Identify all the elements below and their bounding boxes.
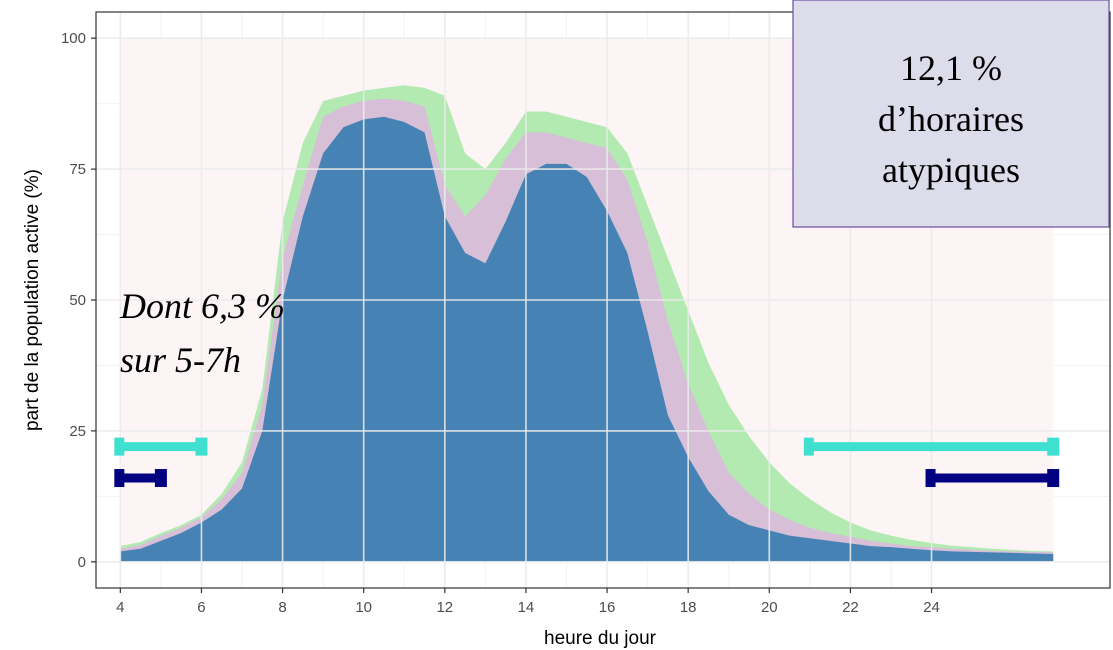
y-tick-label: 100 (61, 30, 86, 47)
range-segments (114, 437, 1060, 488)
x-tick-label: 20 (761, 599, 778, 616)
y-axis-title: part de la population active (%) (22, 169, 43, 431)
x-tick-label: 22 (842, 599, 859, 616)
y-tick-label: 50 (69, 292, 86, 309)
x-axis-title: heure du jour (544, 628, 657, 649)
y-tick-label: 25 (69, 423, 86, 440)
range-segment-start-cap (803, 437, 814, 456)
box-line-3: atypiques (882, 150, 1020, 190)
axes: 4 6 8 10 12 14 16 18 20 22 24 0 25 50 75 100 (61, 11, 1111, 616)
x-tick-label: 12 (436, 599, 453, 616)
box-line-2: d’horaires (878, 99, 1024, 139)
x-tick-label: 8 (278, 599, 286, 616)
range-segment-start-cap (925, 469, 936, 488)
range-segment-start-cap (114, 469, 125, 488)
x-tick-label: 14 (518, 599, 535, 616)
range-segment-start-cap (114, 437, 125, 456)
annotations: Dont 6,3 % sur 5-7h 12,1 % d’horaires at… (119, 0, 1110, 380)
range-segment-end-cap (154, 469, 167, 488)
x-tick-label: 6 (197, 599, 205, 616)
box-line-1: 12,1 % (900, 48, 1002, 88)
range-segment-end-cap (1047, 469, 1060, 488)
note-line-1: Dont 6,3 % (119, 286, 285, 326)
y-tick-label: 75 (69, 161, 86, 178)
y-tick-label: 0 (78, 554, 86, 571)
x-tick-label: 16 (599, 599, 616, 616)
x-tick-label: 24 (923, 599, 940, 616)
note-line-2: sur 5-7h (120, 340, 241, 380)
x-tick-label: 18 (680, 599, 697, 616)
area-series-1 (120, 116, 1054, 562)
x-tick-label: 4 (116, 599, 124, 616)
range-segment-end-cap (1047, 437, 1060, 456)
x-tick-label: 10 (355, 599, 372, 616)
annotation-box (792, 0, 1110, 228)
range-segment-end-cap (195, 437, 208, 456)
